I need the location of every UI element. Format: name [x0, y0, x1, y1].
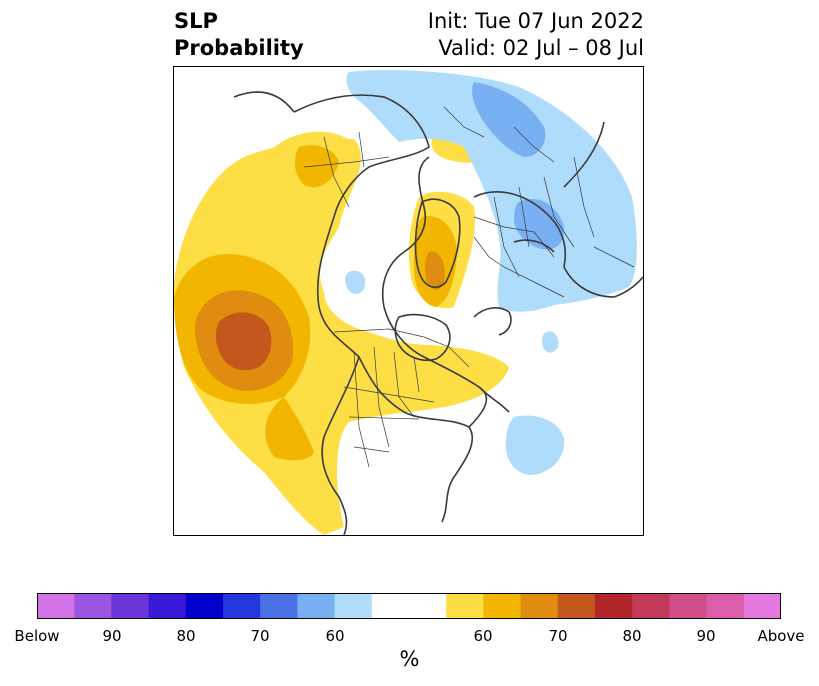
above-70-greenland-region: [424, 251, 445, 290]
below-60-alaska-patch: [345, 270, 366, 294]
colorbar: [37, 593, 782, 619]
chart-title: SLP Probability: [174, 8, 304, 62]
colorbar-swatch: [706, 593, 745, 619]
below-60-eurasia-region: [346, 70, 637, 312]
colorbar-tick: 80: [176, 627, 196, 645]
colorbar-swatch: [557, 593, 596, 619]
colorbar-swatch: [185, 593, 224, 619]
colorbar-swatch: [223, 593, 261, 619]
colorbar-swatch: [520, 593, 559, 619]
colorbar-tick: 60: [473, 627, 493, 645]
colorbar-swatch: [111, 593, 150, 619]
colorbar-tick: 70: [548, 627, 568, 645]
colorbar-swatch: [669, 593, 708, 619]
colorbar-tick: 80: [622, 627, 642, 645]
colorbar-swatch: [37, 593, 75, 619]
country-borders: [303, 106, 635, 468]
colorbar-unit: %: [399, 647, 420, 671]
coastlines: [233, 91, 643, 535]
colorbar-swatch: [148, 593, 187, 619]
below-55-eurasia-region: [472, 82, 546, 157]
colorbar-tick: 70: [250, 627, 270, 645]
colorbar-swatch: [446, 593, 484, 619]
colorbar-tick: 90: [696, 627, 716, 645]
above-65-western-usa-region: [265, 397, 314, 461]
colorbar-swatch: [483, 593, 522, 619]
title-variable: SLP: [174, 9, 218, 33]
colorbar-swatch: [743, 593, 782, 619]
colorbar-tick: Below: [14, 627, 60, 645]
init-date: Init: Tue 07 Jun 2022: [427, 9, 644, 33]
above-65-siberia-region: [294, 145, 339, 188]
colorbar-swatch: [595, 593, 633, 619]
colorbar-swatch: [371, 593, 410, 619]
below-55-east-europe-region: [514, 198, 565, 250]
colorbar-ticks: Below 90 80 70 60 60 70 80 90 Above: [0, 627, 819, 647]
colorbar-swatch: [409, 593, 447, 619]
below-60-newfoundland-patch: [542, 331, 559, 353]
above-60-pacific-region: [174, 138, 509, 535]
colorbar-tick: Above: [757, 627, 805, 645]
colorbar-tick: 90: [102, 627, 122, 645]
valid-range: Valid: 02 Jul – 08 Jul: [438, 36, 644, 60]
above-75-pacific-core: [215, 312, 272, 371]
colorbar-swatch: [334, 593, 373, 619]
colorbar-swatches: [37, 593, 782, 619]
colorbar-outline: [37, 593, 781, 619]
colorbar-tick: 60: [325, 627, 345, 645]
colorbar-swatch: [297, 593, 336, 619]
title-type: Probability: [174, 36, 304, 60]
chart-dates: Init: Tue 07 Jun 2022 Valid: 02 Jul – 08…: [428, 8, 644, 62]
below-60-north-atlantic-region: [505, 415, 565, 475]
colorbar-swatch: [632, 593, 670, 619]
colorbar-swatch: [74, 593, 112, 619]
colorbar-swatch: [260, 593, 298, 619]
polar-map: [174, 70, 643, 535]
map-panel: [173, 66, 644, 536]
